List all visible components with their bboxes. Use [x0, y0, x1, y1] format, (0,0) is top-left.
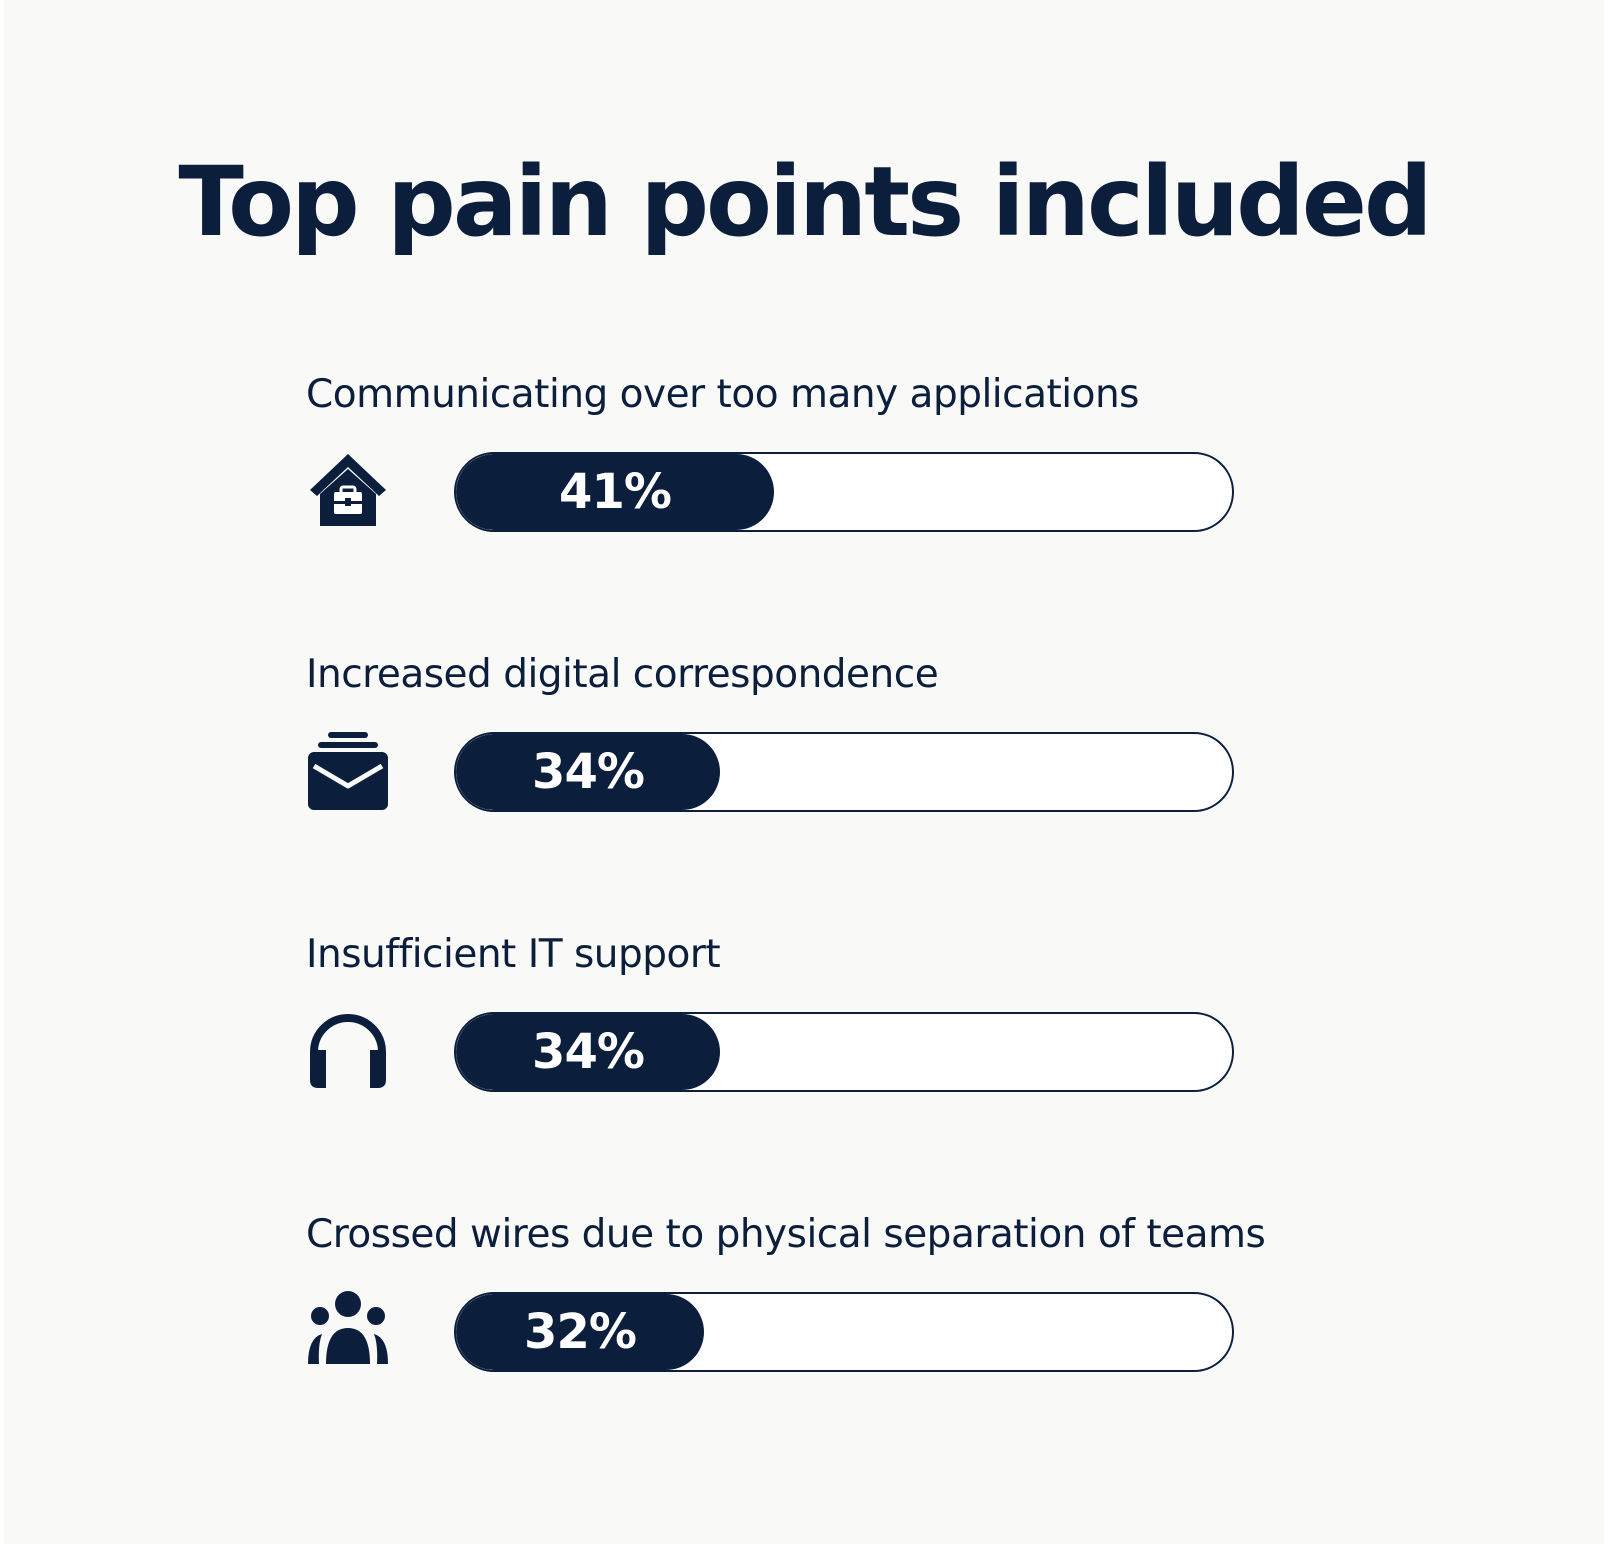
page-title: Top pain points included: [178, 146, 1432, 258]
bar-value-label: 32%: [524, 1304, 637, 1360]
infographic-canvas: Top pain points included Communicating o…: [4, 0, 1604, 1544]
team-icon: [306, 1288, 390, 1372]
home-office-icon: [306, 448, 390, 532]
headphones-icon: [306, 1008, 390, 1092]
pain-point-item: Insufficient IT support 34%: [306, 932, 1306, 1112]
pain-point-label: Communicating over too many applications: [306, 372, 1140, 417]
pain-point-label: Increased digital correspondence: [306, 652, 939, 697]
bar-track: 34%: [454, 732, 1234, 812]
bar-value-label: 34%: [532, 1024, 645, 1080]
bar-fill: [456, 1014, 720, 1090]
pain-point-item: Crossed wires due to physical separation…: [306, 1212, 1306, 1392]
bar-fill: [456, 734, 720, 810]
bar-track: 34%: [454, 1012, 1234, 1092]
bar-value-label: 34%: [532, 744, 645, 800]
bar-track: 41%: [454, 452, 1234, 532]
pain-point-label: Insufficient IT support: [306, 932, 721, 977]
pain-point-item: Increased digital correspondence 34%: [306, 652, 1306, 832]
bar-track: 32%: [454, 1292, 1234, 1372]
pain-point-label: Crossed wires due to physical separation…: [306, 1212, 1266, 1257]
bar-fill: [456, 454, 774, 530]
inbox-icon: [306, 728, 390, 812]
pain-point-item: Communicating over too many applications…: [306, 372, 1306, 552]
bar-fill: [456, 1294, 704, 1370]
bar-value-label: 41%: [559, 464, 672, 520]
